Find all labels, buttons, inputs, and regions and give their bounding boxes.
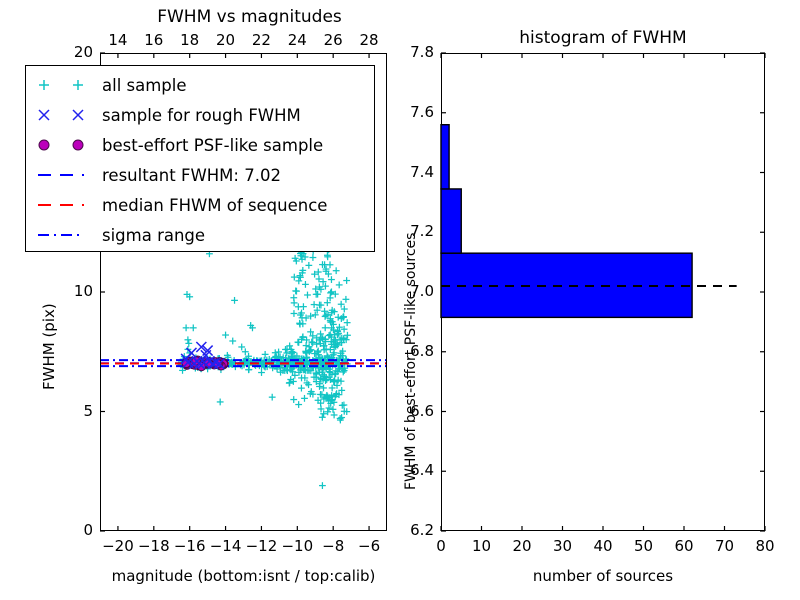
histogram-x-axis-label: number of sources: [532, 567, 674, 585]
histogram-plot-title: histogram of FWHM: [519, 28, 687, 48]
legend-item-label: median FHWM of sequence: [102, 195, 328, 215]
legend-item: all sample: [26, 70, 374, 100]
scatter-x-tick: −8: [322, 537, 345, 555]
scatter-x-tick: −20: [102, 537, 134, 555]
scatter-top-tick: 26: [323, 31, 343, 49]
scatter-top-tick: 14: [108, 31, 128, 49]
legend-dashed-icon: [26, 160, 102, 190]
histogram-y-axis-label: FWHM of best-effort PSF-like sources: [403, 232, 419, 490]
legend-item: resultant FWHM: 7.02: [26, 160, 374, 190]
legend-plus-icon: [26, 70, 102, 100]
legend-dashed-icon: [26, 190, 102, 220]
scatter-top-tick: 18: [180, 31, 200, 49]
legend-item: sigma range: [26, 220, 374, 250]
legend-item: sample for rough FWHM: [26, 100, 374, 130]
scatter-plot-title: FWHM vs magnitudes: [157, 7, 342, 27]
scatter-top-tick: 22: [251, 31, 271, 49]
histogram-y-tick: 6.8: [410, 341, 434, 360]
scatter-top-tick: 28: [359, 31, 379, 49]
histogram-x-tick: 70: [714, 537, 735, 555]
histogram-y-tick: 7.0: [410, 282, 434, 300]
histogram-x-tick: 40: [593, 537, 613, 555]
histogram-y-tick: 6.2: [410, 521, 434, 539]
legend-item-label: all sample: [102, 75, 187, 95]
histogram-y-tick: 7.2: [410, 222, 434, 241]
scatter-y-axis-label: FWHM (pix): [40, 303, 58, 390]
legend: all sample sample for rough FWHM best-effo…: [25, 65, 375, 252]
scatter-top-tick: 24: [287, 31, 307, 49]
scatter-x-tick: −12: [245, 537, 278, 555]
scatter-x-tick: −10: [281, 537, 314, 555]
legend-circle-icon: [26, 130, 102, 160]
histogram-x-tick: 10: [471, 537, 492, 555]
scatter-top-tick: 20: [216, 31, 236, 49]
histogram-x-tick: 60: [674, 537, 694, 555]
scatter-y-tick: 20: [73, 43, 93, 61]
histogram-y-tick: 7.4: [410, 162, 434, 181]
scatter-x-tick: −14: [209, 537, 242, 555]
histogram-x-tick: 30: [552, 537, 573, 555]
scatter-y-tick: 10: [73, 282, 93, 300]
histogram-x-tick: 80: [755, 537, 775, 555]
legend-item: best-effort PSF-like sample: [26, 130, 374, 160]
legend-item-label: sigma range: [102, 225, 206, 245]
histogram-x-tick: 0: [436, 537, 446, 555]
legend-cross-icon: [26, 100, 102, 130]
histogram-x-tick: 50: [633, 537, 654, 555]
scatter-top-tick: 16: [144, 31, 164, 49]
scatter-x-tick: −6: [358, 537, 381, 555]
scatter-y-tick: 5: [83, 401, 93, 420]
legend-item-label: best-effort PSF-like sample: [102, 135, 324, 155]
legend-item-label: resultant FWHM: 7.02: [102, 165, 281, 185]
legend-item: median FHWM of sequence: [26, 190, 374, 220]
scatter-x-tick: −18: [137, 537, 170, 555]
scatter-x-tick: −16: [173, 537, 206, 555]
histogram-plot-frame: [441, 53, 765, 531]
legend-item-label: sample for rough FWHM: [102, 105, 301, 125]
histogram-y-tick: 7.8: [410, 43, 434, 61]
scatter-y-tick: 0: [83, 521, 93, 539]
histogram-y-tick: 7.6: [410, 102, 434, 121]
scatter-x-axis-label: magnitude (bottom:isnt / top:calib): [111, 567, 376, 585]
histogram-x-tick: 20: [512, 537, 532, 555]
histogram-y-tick: 6.4: [410, 461, 434, 480]
legend-dashdot-icon: [26, 220, 102, 250]
histogram-y-tick: 6.6: [410, 401, 434, 420]
